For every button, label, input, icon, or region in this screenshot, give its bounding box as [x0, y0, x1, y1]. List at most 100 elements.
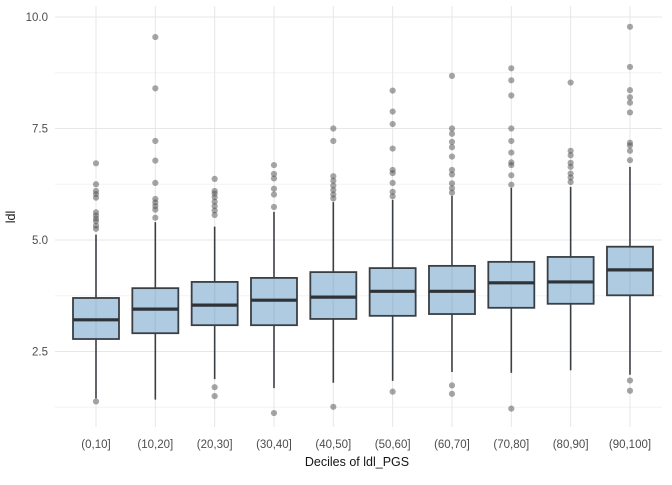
outlier-point	[448, 180, 456, 187]
outlier-point	[626, 94, 634, 101]
outlier-point	[567, 174, 574, 181]
outlier-point	[448, 138, 456, 145]
outlier-point	[626, 387, 634, 394]
outlier-point	[626, 63, 634, 71]
outlier-point	[448, 72, 456, 79]
outlier-point	[508, 161, 515, 169]
outlier-point	[330, 403, 337, 410]
x-tick-label: (30,40]	[256, 439, 292, 451]
outlier-point	[448, 185, 456, 192]
outlier-point	[567, 163, 574, 170]
outlier-point	[152, 137, 159, 145]
outlier-point	[448, 144, 456, 151]
outlier-point	[508, 77, 515, 84]
outlier-point	[389, 193, 396, 200]
x-axis-title: Deciles of ldl_PGS	[305, 455, 409, 469]
outlier-point	[211, 175, 218, 182]
outlier-point	[626, 23, 634, 30]
outlier-point	[330, 173, 337, 180]
outlier-point	[626, 99, 634, 106]
outlier-point	[211, 384, 218, 391]
outlier-point	[567, 152, 574, 159]
box-layer	[72, 23, 654, 417]
outlier-point	[270, 191, 278, 198]
outlier-point	[211, 211, 218, 219]
outlier-point	[448, 171, 456, 178]
outlier-point	[626, 377, 634, 384]
outlier-point	[330, 182, 337, 189]
outlier-point	[152, 179, 159, 187]
outlier-point	[270, 185, 278, 192]
outlier-point	[567, 147, 574, 154]
outlier-point	[389, 188, 396, 195]
outlier-point	[270, 170, 278, 178]
outlier-point	[389, 145, 396, 152]
outlier-point	[330, 195, 337, 202]
outlier-point	[389, 179, 396, 187]
x-tick-label: (80,90]	[553, 439, 589, 451]
outlier-point	[448, 390, 456, 397]
outlier-point	[330, 137, 337, 145]
outlier-point	[626, 87, 634, 94]
box	[487, 260, 536, 309]
outlier-point	[211, 198, 218, 205]
outlier-point	[389, 108, 396, 115]
outlier-point	[448, 153, 456, 160]
outlier-point	[92, 194, 100, 201]
outlier-point	[508, 137, 515, 145]
outlier-point	[211, 203, 218, 210]
outlier-point	[626, 157, 634, 164]
outlier-point	[152, 33, 159, 41]
outlier-point	[448, 166, 456, 174]
outlier-point	[508, 172, 515, 179]
x-tick-label: (10,20]	[137, 439, 173, 451]
axis-layer: 10.0 7.5 5.0 2.5 (0,10] (10,20] (20,30] (30,40]…	[26, 12, 651, 451]
outlier-point	[567, 178, 574, 186]
outlier-point	[389, 120, 396, 128]
outlier-point	[330, 186, 337, 194]
outlier-point	[389, 87, 396, 94]
outlier-point	[211, 194, 218, 201]
outlier-point	[152, 214, 159, 221]
outlier-point	[92, 181, 100, 188]
outlier-point	[626, 147, 634, 154]
outlier-point	[626, 142, 634, 149]
outlier-point	[448, 130, 456, 137]
outlier-point	[389, 170, 396, 177]
outlier-point	[211, 207, 218, 214]
outlier-point	[448, 382, 456, 389]
outlier-point	[508, 92, 515, 99]
outlier-point	[211, 393, 218, 400]
outlier-point	[448, 189, 456, 196]
outlier-point	[152, 206, 159, 213]
x-tick-label: (0,10]	[81, 439, 110, 451]
outlier-point	[508, 149, 515, 156]
outlier-point	[389, 388, 396, 395]
outlier-point	[270, 161, 278, 169]
outlier-point	[508, 125, 515, 132]
outlier-point	[92, 160, 100, 167]
x-tick-label: (50,60]	[375, 439, 411, 451]
x-tick-label: (90,100]	[609, 439, 651, 451]
x-tick-label: (20,30]	[197, 439, 233, 451]
outlier-point	[508, 181, 515, 188]
y-axis-title: ldl	[4, 211, 18, 224]
outlier-point	[567, 79, 574, 86]
outlier-point	[330, 177, 337, 184]
x-tick-label: (40,50]	[315, 439, 351, 451]
y-tick-label: 2.5	[32, 347, 48, 359]
x-tick-label: (70,80]	[493, 439, 529, 451]
outlier-point	[508, 405, 515, 412]
outlier-point	[92, 398, 100, 405]
x-tick-label: (60,70]	[434, 439, 470, 451]
y-tick-label: 10.0	[26, 12, 48, 24]
outlier-point	[448, 125, 456, 132]
outlier-point	[152, 157, 159, 164]
outlier-point	[508, 65, 515, 72]
outlier-point	[330, 125, 337, 132]
outlier-point	[152, 85, 159, 92]
y-tick-label: 5.0	[32, 235, 48, 247]
outlier-point	[270, 203, 278, 211]
